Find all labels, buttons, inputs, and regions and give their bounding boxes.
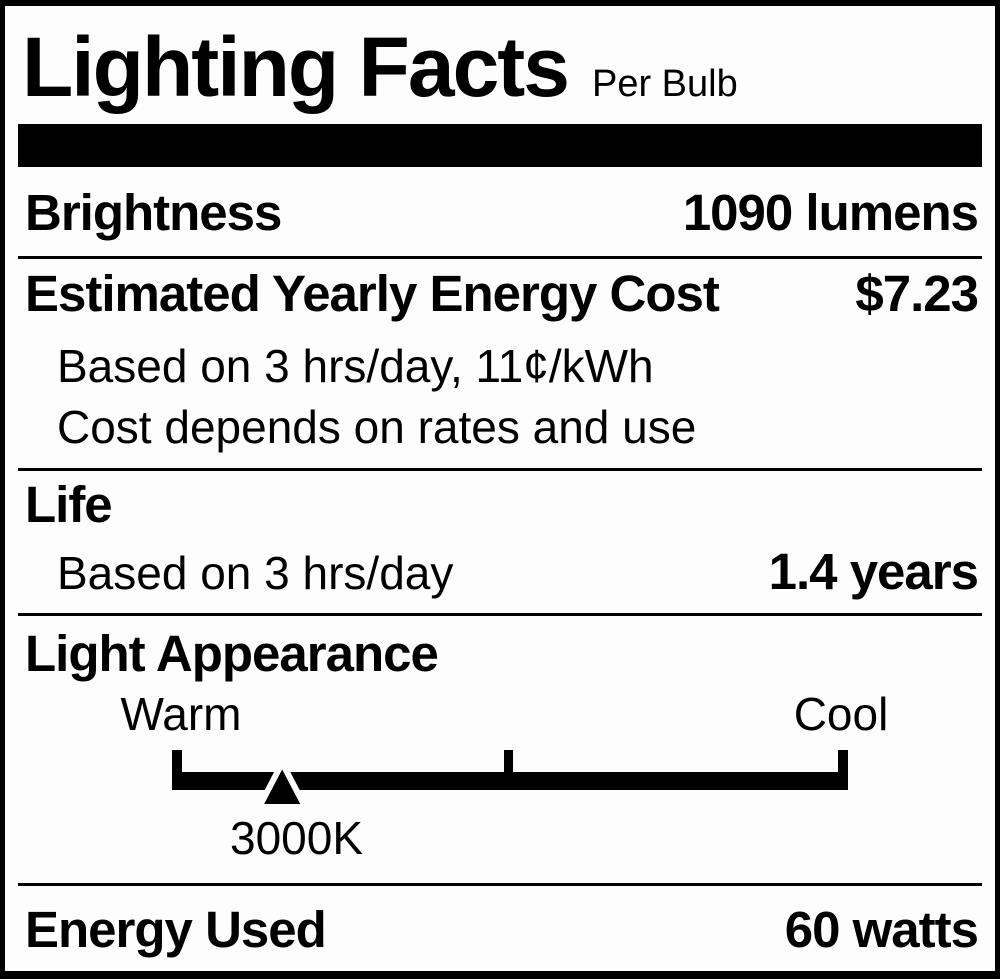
- marker-triangle-icon: [255, 756, 310, 808]
- cool-label: Cool: [793, 687, 889, 740]
- energy-cost-value: $7.23: [855, 265, 979, 323]
- energy-cost-note-disclaimer: Cost depends on rates and use: [57, 401, 697, 454]
- brightness-row: Brightness 1090 lumens: [18, 183, 982, 243]
- label-title: Lighting Facts: [22, 20, 570, 114]
- energy-used-row: Energy Used 60 watts: [18, 900, 982, 960]
- scale-middle-tick: [504, 749, 513, 790]
- energy-cost-row: Estimated Yearly Energy Cost $7.23: [18, 264, 982, 324]
- scale-bar: [172, 771, 848, 790]
- brightness-label: Brightness: [25, 184, 282, 242]
- header-separator-bar: [18, 124, 982, 168]
- life-section-title: Life: [25, 476, 113, 534]
- energy-used-label: Energy Used: [25, 900, 327, 958]
- warm-label: Warm: [120, 687, 242, 740]
- divider: [18, 468, 982, 472]
- brightness-value: 1090 lumens: [682, 184, 979, 242]
- divider: [18, 256, 982, 260]
- marker-value: 3000K: [230, 811, 364, 864]
- label-header: Lighting Facts Per Bulb: [18, 20, 982, 114]
- energy-cost-label: Estimated Yearly Energy Cost: [25, 265, 720, 323]
- life-row: Based on 3 hrs/day 1.4 years: [18, 542, 982, 602]
- color-temperature-scale-labels: Warm Cool: [18, 689, 982, 739]
- divider: [18, 882, 982, 886]
- divider: [18, 613, 982, 617]
- scale-right-tick: [838, 749, 848, 790]
- light-appearance-section-title: Light Appearance: [25, 625, 439, 683]
- scale-left-tick: [172, 749, 182, 790]
- color-temperature-scale: [172, 749, 848, 808]
- energy-cost-note-basis: Based on 3 hrs/day, 11¢/kWh: [57, 340, 654, 393]
- life-note: Based on 3 hrs/day: [57, 547, 454, 600]
- life-value: 1.4 years: [768, 543, 979, 601]
- label-subtitle: Per Bulb: [591, 63, 738, 105]
- energy-used-value: 60 watts: [784, 900, 979, 958]
